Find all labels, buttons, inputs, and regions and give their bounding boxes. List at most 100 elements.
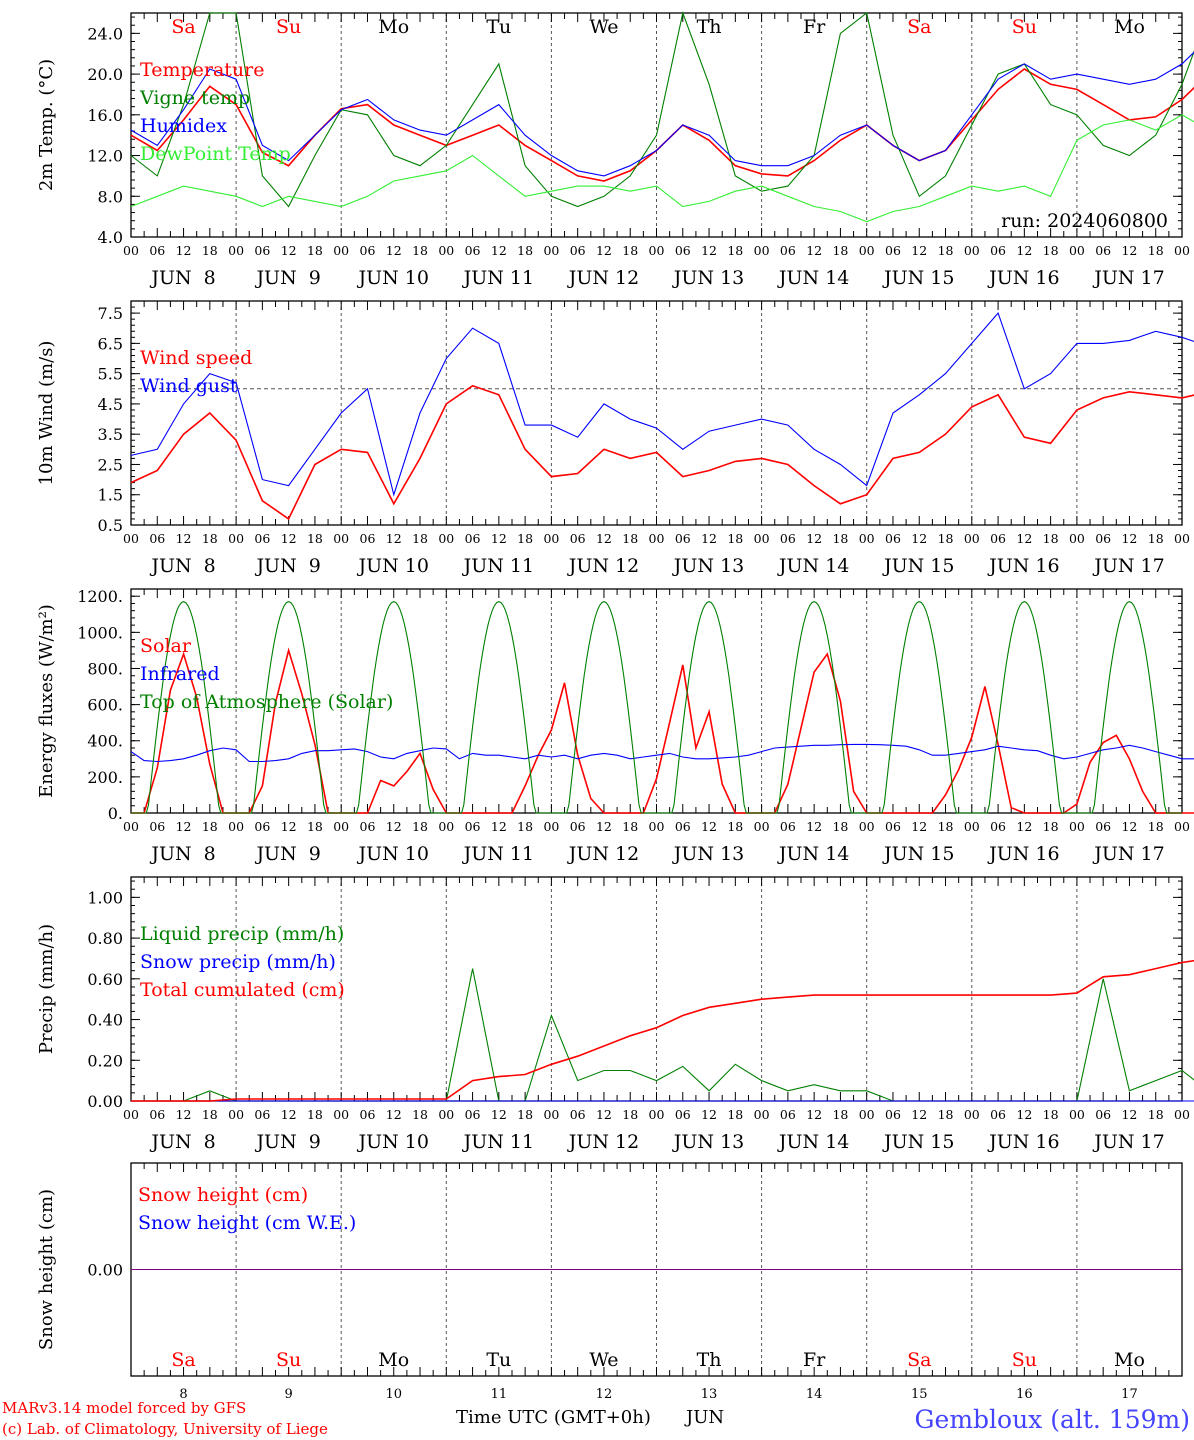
hour-tick-label: 12 xyxy=(1016,531,1032,546)
hour-tick-label: 06 xyxy=(780,531,796,546)
panel-2: 0.5 1.5 2.5 3.5 4.5 5.5 6.5 7.5 10m Wind (m/s) 00… xyxy=(36,300,1194,577)
date-label: JUN 15 xyxy=(882,1131,954,1153)
hour-tick-label: 00 xyxy=(438,819,454,834)
weekday-label-bottom: We xyxy=(589,1349,618,1371)
hour-tick-label: 00 xyxy=(228,243,244,258)
date-label: JUN 11 xyxy=(462,267,534,289)
hour-tick-label: 18 xyxy=(307,243,323,258)
date-label: JUN 17 xyxy=(1092,1131,1164,1153)
hour-tick-label: 12 xyxy=(281,531,297,546)
y-tick-label: 0.20 xyxy=(87,1051,123,1070)
hour-tick-label: 18 xyxy=(832,1107,848,1122)
hour-tick-label: 06 xyxy=(149,819,165,834)
y-tick-label: 16.0 xyxy=(87,106,123,125)
y-tick-label: 7.5 xyxy=(98,304,123,323)
panel-4: 0.00 0.20 0.40 0.60 0.80 1.00 Precip (mm/h) 00 0… xyxy=(36,876,1194,1153)
hour-tick-label: 18 xyxy=(517,243,533,258)
hour-tick-label: 00 xyxy=(438,243,454,258)
legend-entry: Infrared xyxy=(140,663,220,685)
hour-tick-label: 00 xyxy=(859,243,875,258)
series-line-infrared xyxy=(130,743,1194,763)
hour-tick-label: 12 xyxy=(1121,819,1137,834)
hour-tick-label: 00 xyxy=(859,531,875,546)
hour-tick-label: 06 xyxy=(149,531,165,546)
hour-tick-label: 06 xyxy=(885,243,901,258)
date-label: JUN 10 xyxy=(357,267,429,289)
y-axis-title: Energy fluxes (W/m²) xyxy=(36,604,57,798)
hour-tick-label: 18 xyxy=(938,1107,954,1122)
hour-tick-label: 18 xyxy=(307,531,323,546)
y-tick-label: 8.0 xyxy=(98,187,123,206)
date-label: JUN 14 xyxy=(777,555,849,577)
panel-5: 0.00 Snow height (cm) Snow height (cm) Snow… xyxy=(36,1162,1183,1377)
hour-tick-label: 12 xyxy=(1121,531,1137,546)
hour-tick-label: 06 xyxy=(570,243,586,258)
hour-tick-label: 06 xyxy=(360,243,376,258)
hour-tick-label: 06 xyxy=(1095,1107,1111,1122)
hour-tick-label: 12 xyxy=(1016,243,1032,258)
hour-tick-label: 06 xyxy=(465,1107,481,1122)
hour-tick-label: 00 xyxy=(1174,243,1190,258)
hour-tick-label: 18 xyxy=(622,1107,638,1122)
day-number-label: 12 xyxy=(596,1387,613,1402)
y-tick-label: 20.0 xyxy=(87,65,123,84)
y-axis-title: Snow height (cm) xyxy=(36,1189,57,1350)
hour-tick-label: 06 xyxy=(465,819,481,834)
hour-tick-label: 06 xyxy=(465,243,481,258)
hour-tick-label: 12 xyxy=(386,1107,402,1122)
weekday-label-top: Sa xyxy=(171,16,195,38)
series-line-temperature xyxy=(130,68,1194,182)
series-line-humidex xyxy=(130,51,1194,177)
hour-tick-label: 12 xyxy=(701,819,717,834)
y-tick-label: 1000. xyxy=(77,623,123,642)
hour-tick-label: 00 xyxy=(1174,819,1190,834)
date-label: JUN 12 xyxy=(567,843,639,865)
hour-tick-label: 06 xyxy=(149,1107,165,1122)
date-label: JUN 17 xyxy=(1092,555,1164,577)
y-tick-label: 600. xyxy=(87,696,123,715)
hour-tick-label: 06 xyxy=(990,531,1006,546)
hour-tick-label: 18 xyxy=(1043,531,1059,546)
series-line-top-of-atmosphere-solar- xyxy=(131,600,1182,814)
weekday-label-top: Su xyxy=(1012,16,1037,38)
hour-tick-label: 06 xyxy=(885,1107,901,1122)
hour-tick-label: 12 xyxy=(806,819,822,834)
legend-entry: Wind speed xyxy=(140,347,252,369)
hour-tick-label: 00 xyxy=(754,1107,770,1122)
date-label: JUN 9 xyxy=(254,1131,320,1153)
hour-tick-label: 18 xyxy=(1043,819,1059,834)
hour-tick-label: 00 xyxy=(123,819,139,834)
hour-tick-label: 12 xyxy=(281,243,297,258)
legend-entry: Snow height (cm W.E.) xyxy=(138,1212,356,1234)
y-tick-label: 3.5 xyxy=(98,425,123,444)
y-tick-label: 400. xyxy=(87,732,123,751)
hour-tick-label: 18 xyxy=(1148,243,1164,258)
hour-tick-label: 06 xyxy=(675,1107,691,1122)
weekday-label-top: Mo xyxy=(1114,16,1145,38)
hour-tick-label: 18 xyxy=(727,819,743,834)
hour-tick-label: 12 xyxy=(596,243,612,258)
hour-tick-label: 06 xyxy=(675,531,691,546)
hour-tick-label: 00 xyxy=(543,531,559,546)
hour-tick-label: 18 xyxy=(307,1107,323,1122)
date-label: JUN 14 xyxy=(777,267,849,289)
date-label: JUN 15 xyxy=(882,267,954,289)
legend-entry: Total cumulated (cm) xyxy=(140,979,345,1001)
hour-tick-label: 06 xyxy=(1095,243,1111,258)
date-label: JUN 10 xyxy=(357,1131,429,1153)
hour-tick-label: 06 xyxy=(990,819,1006,834)
hour-tick-label: 00 xyxy=(754,243,770,258)
series-line-total-cumulated-cm- xyxy=(131,959,1194,1102)
legend-entry: Snow precip (mm/h) xyxy=(140,951,336,973)
y-tick-label: 0.00 xyxy=(87,1092,123,1111)
hour-tick-label: 18 xyxy=(517,1107,533,1122)
hour-tick-label: 06 xyxy=(570,1107,586,1122)
hour-tick-label: 18 xyxy=(1148,1107,1164,1122)
hour-tick-label: 12 xyxy=(701,531,717,546)
hour-tick-label: 00 xyxy=(1174,531,1190,546)
hour-tick-label: 06 xyxy=(360,531,376,546)
y-tick-label: 4.0 xyxy=(98,228,123,247)
legend-entry: Liquid precip (mm/h) xyxy=(140,923,344,945)
weekday-label-top: Mo xyxy=(378,16,409,38)
